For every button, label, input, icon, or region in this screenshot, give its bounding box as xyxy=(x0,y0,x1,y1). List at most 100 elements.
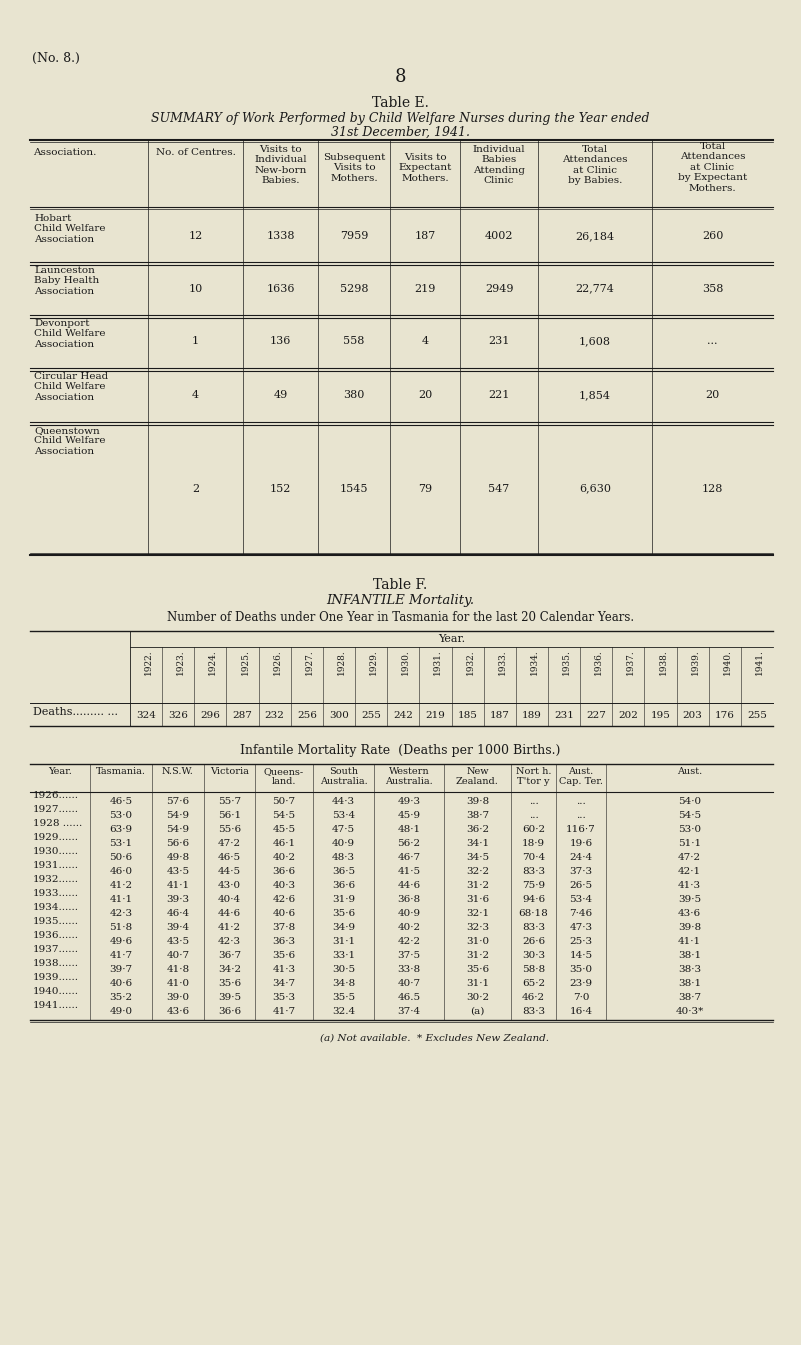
Text: Visits to
Individual
New-born
Babies.: Visits to Individual New-born Babies. xyxy=(254,145,307,186)
Text: 1,854: 1,854 xyxy=(579,390,611,399)
Text: 83·3: 83·3 xyxy=(522,923,545,932)
Text: Table E.: Table E. xyxy=(372,95,429,110)
Text: 45·9: 45·9 xyxy=(397,811,421,819)
Text: Queenstown
Child Welfare
Association: Queenstown Child Welfare Association xyxy=(34,426,106,456)
Text: 35·5: 35·5 xyxy=(332,993,355,1002)
Text: 38·7: 38·7 xyxy=(466,811,489,819)
Text: 55·6: 55·6 xyxy=(218,824,241,834)
Text: 227: 227 xyxy=(586,710,606,720)
Text: 39·0: 39·0 xyxy=(167,993,190,1002)
Text: 56·1: 56·1 xyxy=(218,811,241,819)
Text: 43·6: 43·6 xyxy=(678,908,701,917)
Text: 40·6: 40·6 xyxy=(110,979,132,987)
Text: 56·2: 56·2 xyxy=(397,838,421,847)
Text: 48·3: 48·3 xyxy=(332,853,355,862)
Text: 44·6: 44·6 xyxy=(218,908,241,917)
Text: 70·4: 70·4 xyxy=(522,853,545,862)
Text: 547: 547 xyxy=(489,483,509,494)
Text: 4: 4 xyxy=(421,336,429,347)
Text: 34·9: 34·9 xyxy=(332,923,355,932)
Text: 1636: 1636 xyxy=(266,284,295,293)
Text: 1927......: 1927...... xyxy=(33,806,79,815)
Text: Infantile Mortality Rate  (Deaths per 1000 Births.): Infantile Mortality Rate (Deaths per 100… xyxy=(240,744,561,757)
Text: 36·6: 36·6 xyxy=(272,866,296,876)
Text: 1929.: 1929. xyxy=(369,650,378,675)
Text: Subsequent
Visits to
Mothers.: Subsequent Visits to Mothers. xyxy=(323,153,385,183)
Text: 49·6: 49·6 xyxy=(110,936,132,946)
Text: 60·2: 60·2 xyxy=(522,824,545,834)
Text: 68·18: 68·18 xyxy=(518,908,549,917)
Text: Aust.
Cap. Ter.: Aust. Cap. Ter. xyxy=(559,767,603,787)
Text: 36·6: 36·6 xyxy=(332,881,355,889)
Text: 43·0: 43·0 xyxy=(218,881,241,889)
Text: 185: 185 xyxy=(457,710,477,720)
Text: 5298: 5298 xyxy=(340,284,368,293)
Text: Number of Deaths under One Year in Tasmania for the last 20 Calendar Years.: Number of Deaths under One Year in Tasma… xyxy=(167,611,634,624)
Text: Queens-
land.: Queens- land. xyxy=(264,767,304,787)
Text: 65·2: 65·2 xyxy=(522,979,545,987)
Text: 48·1: 48·1 xyxy=(397,824,421,834)
Text: 39·8: 39·8 xyxy=(466,796,489,806)
Text: 1928.: 1928. xyxy=(337,650,346,675)
Text: 35·3: 35·3 xyxy=(272,993,296,1002)
Text: 202: 202 xyxy=(618,710,638,720)
Text: 14·5: 14·5 xyxy=(570,951,593,959)
Text: 37·3: 37·3 xyxy=(570,866,593,876)
Text: 44·6: 44·6 xyxy=(397,881,421,889)
Text: 42·3: 42·3 xyxy=(110,908,132,917)
Text: 1,608: 1,608 xyxy=(579,336,611,347)
Text: 1922.: 1922. xyxy=(144,650,153,675)
Text: Launceston
Baby Health
Association: Launceston Baby Health Association xyxy=(34,266,99,296)
Text: 326: 326 xyxy=(168,710,188,720)
Text: 31·9: 31·9 xyxy=(332,894,355,904)
Text: 83·3: 83·3 xyxy=(522,866,545,876)
Text: 1932.: 1932. xyxy=(465,650,474,675)
Text: 300: 300 xyxy=(329,710,349,720)
Text: 41·3: 41·3 xyxy=(272,964,296,974)
Text: 187: 187 xyxy=(489,710,509,720)
Text: 38·1: 38·1 xyxy=(678,979,701,987)
Text: 219: 219 xyxy=(425,710,445,720)
Text: 1923.: 1923. xyxy=(176,650,185,675)
Text: 2949: 2949 xyxy=(485,284,513,293)
Text: 2: 2 xyxy=(192,483,199,494)
Text: 55·7: 55·7 xyxy=(218,796,241,806)
Text: 35·2: 35·2 xyxy=(110,993,132,1002)
Text: Western
Australia.: Western Australia. xyxy=(385,767,433,787)
Text: 47·5: 47·5 xyxy=(332,824,355,834)
Text: 53·0: 53·0 xyxy=(110,811,132,819)
Text: 358: 358 xyxy=(702,284,723,293)
Text: 40·7: 40·7 xyxy=(397,979,421,987)
Text: 83·3: 83·3 xyxy=(522,1006,545,1015)
Text: 1928 ......: 1928 ...... xyxy=(33,819,83,829)
Text: 44·5: 44·5 xyxy=(218,866,241,876)
Text: 1929......: 1929...... xyxy=(33,834,79,842)
Text: 40·9: 40·9 xyxy=(397,908,421,917)
Text: 30·2: 30·2 xyxy=(466,993,489,1002)
Text: 41·0: 41·0 xyxy=(167,979,190,987)
Text: 53·4: 53·4 xyxy=(570,894,593,904)
Text: 40·9: 40·9 xyxy=(332,838,355,847)
Text: Total
Attendances
at Clinic
by Babies.: Total Attendances at Clinic by Babies. xyxy=(562,145,628,186)
Text: Deaths......... ...: Deaths......... ... xyxy=(33,707,118,717)
Text: 39·5: 39·5 xyxy=(678,894,701,904)
Text: 558: 558 xyxy=(344,336,364,347)
Text: 4: 4 xyxy=(192,390,199,399)
Text: Total
Attendances
at Clinic
by Expectant
Mothers.: Total Attendances at Clinic by Expectant… xyxy=(678,143,747,192)
Text: 1937......: 1937...... xyxy=(33,946,79,955)
Text: 33·1: 33·1 xyxy=(332,951,355,959)
Text: 37·8: 37·8 xyxy=(272,923,296,932)
Text: 1931.: 1931. xyxy=(433,650,442,675)
Text: 1938......: 1938...... xyxy=(33,959,79,968)
Text: 20: 20 xyxy=(418,390,432,399)
Text: (a): (a) xyxy=(470,1006,485,1015)
Text: 39·8: 39·8 xyxy=(678,923,701,932)
Text: 1935......: 1935...... xyxy=(33,917,79,927)
Text: 26,184: 26,184 xyxy=(575,231,614,241)
Text: 53·4: 53·4 xyxy=(332,811,355,819)
Text: 152: 152 xyxy=(270,483,292,494)
Text: 36·5: 36·5 xyxy=(332,866,355,876)
Text: 255: 255 xyxy=(747,710,767,720)
Text: 187: 187 xyxy=(414,231,436,241)
Text: 24·4: 24·4 xyxy=(570,853,593,862)
